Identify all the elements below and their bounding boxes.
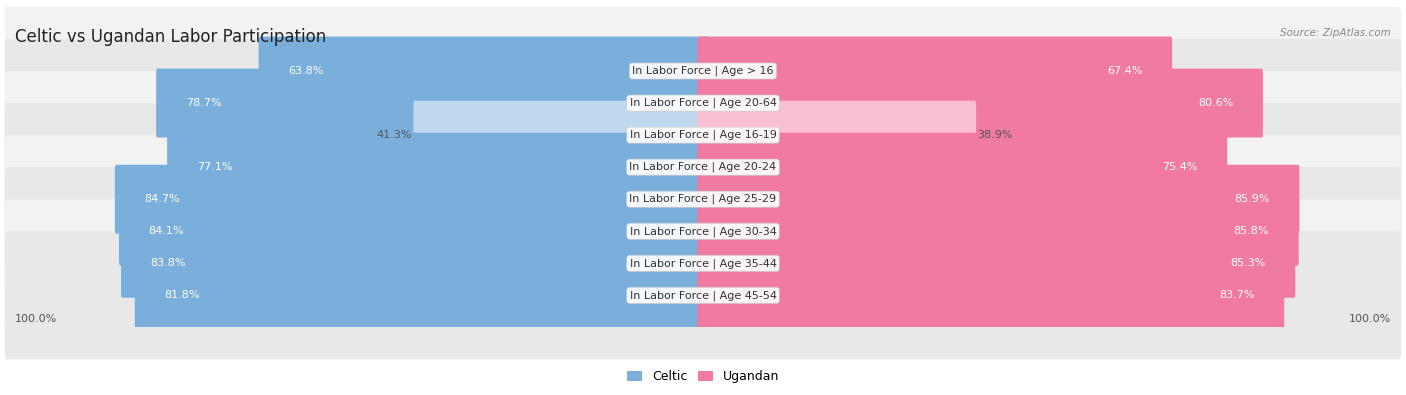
Text: In Labor Force | Age 30-34: In Labor Force | Age 30-34 [630,226,776,237]
FancyBboxPatch shape [167,133,709,201]
FancyBboxPatch shape [697,197,1299,266]
FancyBboxPatch shape [4,39,1402,167]
Text: 83.8%: 83.8% [150,258,186,268]
FancyBboxPatch shape [156,69,709,137]
Text: In Labor Force | Age > 16: In Labor Force | Age > 16 [633,66,773,76]
Text: 85.3%: 85.3% [1230,258,1265,268]
FancyBboxPatch shape [413,101,709,169]
FancyBboxPatch shape [4,199,1402,327]
Text: 41.3%: 41.3% [377,130,412,140]
Legend: Celtic, Ugandan: Celtic, Ugandan [621,365,785,388]
Text: 85.8%: 85.8% [1233,226,1270,236]
Text: 80.6%: 80.6% [1198,98,1233,108]
Text: 38.9%: 38.9% [977,130,1012,140]
FancyBboxPatch shape [4,167,1402,295]
Text: 63.8%: 63.8% [288,66,323,76]
Text: In Labor Force | Age 20-24: In Labor Force | Age 20-24 [630,162,776,172]
FancyBboxPatch shape [697,165,1299,234]
FancyBboxPatch shape [4,135,1402,263]
FancyBboxPatch shape [115,165,709,234]
Text: Source: ZipAtlas.com: Source: ZipAtlas.com [1279,28,1391,38]
Text: 85.9%: 85.9% [1234,194,1270,204]
Text: 83.7%: 83.7% [1219,290,1254,300]
Text: 84.1%: 84.1% [149,226,184,236]
FancyBboxPatch shape [697,133,1227,201]
Text: 100.0%: 100.0% [1348,314,1391,324]
FancyBboxPatch shape [121,229,709,298]
FancyBboxPatch shape [4,71,1402,199]
FancyBboxPatch shape [4,103,1402,231]
Text: 77.1%: 77.1% [197,162,232,172]
FancyBboxPatch shape [697,101,976,169]
FancyBboxPatch shape [697,261,1284,330]
FancyBboxPatch shape [259,37,709,105]
Text: In Labor Force | Age 35-44: In Labor Force | Age 35-44 [630,258,776,269]
FancyBboxPatch shape [135,261,709,330]
Text: In Labor Force | Age 16-19: In Labor Force | Age 16-19 [630,130,776,140]
FancyBboxPatch shape [4,7,1402,135]
Text: In Labor Force | Age 20-64: In Labor Force | Age 20-64 [630,98,776,108]
FancyBboxPatch shape [120,197,709,266]
Text: 100.0%: 100.0% [15,314,58,324]
Text: 67.4%: 67.4% [1107,66,1143,76]
Text: 75.4%: 75.4% [1163,162,1198,172]
Text: 78.7%: 78.7% [186,98,221,108]
Text: Celtic vs Ugandan Labor Participation: Celtic vs Ugandan Labor Participation [15,28,326,46]
FancyBboxPatch shape [697,69,1263,137]
Text: In Labor Force | Age 25-29: In Labor Force | Age 25-29 [630,194,776,205]
Text: 84.7%: 84.7% [145,194,180,204]
Text: 81.8%: 81.8% [165,290,200,300]
FancyBboxPatch shape [697,37,1173,105]
Text: In Labor Force | Age 45-54: In Labor Force | Age 45-54 [630,290,776,301]
FancyBboxPatch shape [4,231,1402,359]
FancyBboxPatch shape [697,229,1295,298]
